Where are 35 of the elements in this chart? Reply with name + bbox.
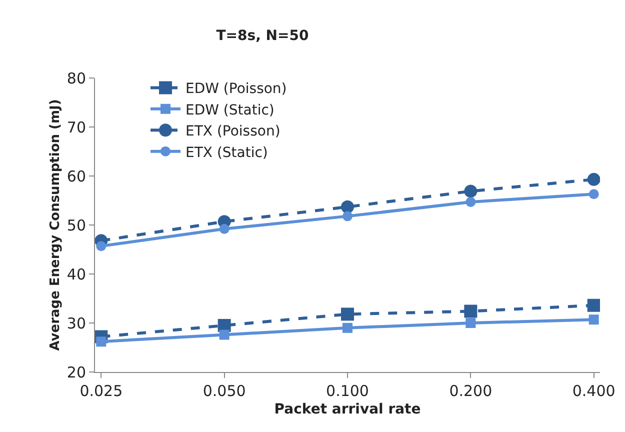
y-tick-label: 20 <box>66 363 86 382</box>
point <box>96 241 106 252</box>
y-tick-label: 70 <box>66 118 86 136</box>
x-tick-label: 0.025 <box>80 382 123 400</box>
legend-label: ETX (Poisson) <box>186 124 280 140</box>
point <box>219 224 230 234</box>
x-tick-label: 0.400 <box>572 382 616 400</box>
x-tick-label: 0.200 <box>449 382 492 400</box>
point <box>341 308 354 321</box>
y-tick-label: 30 <box>66 314 86 332</box>
point <box>342 211 352 222</box>
y-tick-label: 60 <box>66 167 86 186</box>
y-tick-label: 50 <box>66 216 86 234</box>
point <box>587 172 600 186</box>
point <box>342 322 352 333</box>
legend-label: ETX (Static) <box>186 144 268 161</box>
point <box>466 318 476 328</box>
point <box>341 200 354 214</box>
x-axis-title: Packet arrival rate <box>274 401 421 418</box>
x-tick-label: 0.100 <box>326 382 369 400</box>
legend-label: EDW (Poisson) <box>186 81 287 98</box>
point <box>96 336 106 347</box>
point <box>219 330 230 340</box>
point <box>464 184 478 198</box>
point <box>587 298 600 312</box>
point <box>464 304 478 318</box>
y-tick-label: 40 <box>66 265 86 284</box>
legend-label: EDW (Static) <box>186 102 274 118</box>
point <box>588 189 599 200</box>
x-tick-label: 0.050 <box>202 382 246 400</box>
y-axis-title: Average Energy Consumption (mJ) <box>48 99 63 351</box>
point <box>588 314 599 325</box>
y-tick-label: 80 <box>66 69 86 88</box>
chart-title: T=8s, N=50 <box>216 28 309 44</box>
point <box>466 196 476 207</box>
